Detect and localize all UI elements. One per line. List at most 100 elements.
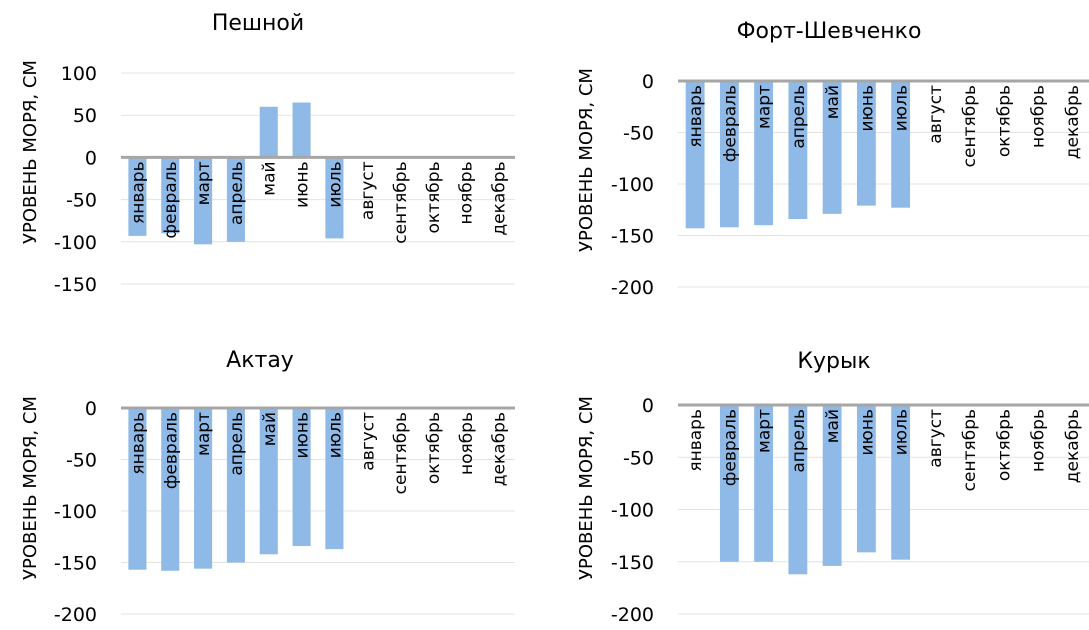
bar	[754, 81, 774, 226]
x-category-label: июнь	[293, 161, 313, 208]
bar	[891, 405, 911, 560]
x-category-label: апрель	[227, 161, 247, 225]
x-category-label: октябрь	[424, 161, 444, 233]
bar	[128, 408, 147, 570]
y-tick-label: -200	[611, 604, 654, 626]
chart-panel: 0 -50 -100 -150 -200 январь февраль март апрель м…	[576, 19, 1089, 299]
chart-title: Пешной	[212, 11, 304, 36]
y-tick-label: -50	[623, 123, 654, 145]
x-category-label: июль	[325, 412, 345, 458]
y-tick-label: 100	[61, 63, 97, 85]
x-category-label: февраль	[720, 85, 740, 162]
x-category-label: июль	[892, 409, 912, 455]
chart-panel: 0 -50 -100 -150 -200 январь февраль март апрель м…	[20, 348, 515, 626]
x-category-label: май	[260, 161, 280, 195]
x-category-label: октябрь	[994, 409, 1014, 481]
bar	[226, 408, 245, 563]
x-category-label: декабрь	[490, 161, 510, 235]
x-category-label: январь	[686, 409, 706, 472]
x-category-label: ноябрь	[457, 161, 477, 224]
bar	[128, 157, 147, 236]
x-category-label: сентябрь	[391, 161, 411, 243]
x-category-label: ноябрь	[1029, 85, 1049, 148]
bar	[226, 157, 245, 242]
bar	[292, 408, 311, 547]
x-category-label: март	[755, 409, 775, 453]
x-category-label: январь	[686, 85, 706, 148]
bar	[259, 106, 278, 158]
y-tick-label: -200	[54, 604, 97, 626]
x-category-label: март	[194, 412, 214, 456]
bar	[161, 408, 180, 571]
x-category-label: сентябрь	[391, 412, 411, 494]
x-category-label: ноябрь	[1029, 409, 1049, 472]
y-tick-label: -50	[66, 190, 97, 212]
bar	[161, 157, 180, 234]
y-tick-label: -50	[623, 447, 654, 469]
x-category-label: февраль	[161, 161, 181, 238]
x-category-label: июль	[325, 161, 345, 207]
bar	[719, 405, 739, 562]
x-category-label: декабрь	[1063, 85, 1083, 159]
x-category-label: апрель	[227, 412, 247, 476]
bar	[292, 102, 311, 158]
x-category-label: май	[823, 85, 843, 119]
x-category-label: октябрь	[994, 85, 1014, 157]
x-category-label: ноябрь	[457, 412, 477, 475]
bar	[325, 408, 344, 550]
y-tick-label: -50	[66, 450, 97, 472]
y-tick-label: -100	[611, 174, 654, 196]
x-category-label: декабрь	[1063, 409, 1083, 483]
y-tick-label: -100	[611, 500, 654, 522]
y-tick-label: -100	[54, 232, 97, 254]
bar	[194, 157, 213, 245]
x-category-label: апрель	[789, 409, 809, 473]
chart-panel: 0 -50 -100 -150 -200 январь февраль март апрель м…	[576, 349, 1089, 626]
x-category-label: апрель	[789, 85, 809, 149]
y-tick-label: -150	[611, 226, 654, 248]
bar	[891, 81, 911, 208]
bar	[856, 81, 876, 206]
x-category-label: июнь	[857, 409, 877, 456]
x-category-label: июнь	[293, 412, 313, 459]
x-category-label: декабрь	[490, 412, 510, 486]
x-category-label: февраль	[720, 409, 740, 486]
x-category-label: август	[358, 161, 378, 220]
bar	[788, 405, 808, 575]
x-category-label: сентябрь	[960, 85, 980, 167]
x-category-label: октябрь	[424, 412, 444, 484]
x-category-label: август	[358, 412, 378, 471]
y-tick-label: 0	[85, 398, 97, 420]
y-tick-label: -200	[611, 277, 654, 299]
x-category-label: март	[755, 85, 775, 129]
x-category-label: январь	[128, 412, 148, 475]
chart-title: Курык	[797, 349, 870, 374]
y-tick-label: -150	[611, 552, 654, 574]
bar	[856, 405, 876, 553]
y-tick-label: -150	[54, 553, 97, 575]
bar	[788, 81, 808, 220]
bar	[719, 81, 739, 228]
y-tick-label: -100	[54, 501, 97, 523]
bar	[822, 405, 842, 566]
y-tick-label: 50	[73, 105, 97, 127]
x-category-label: июль	[892, 85, 912, 131]
x-category-label: май	[823, 409, 843, 443]
y-tick-label: 0	[642, 395, 654, 417]
bar	[822, 81, 842, 214]
chart-title: Актау	[226, 348, 294, 373]
bar	[325, 157, 344, 239]
bar	[754, 405, 774, 562]
x-category-label: январь	[128, 161, 148, 224]
chart-panel: 100 50 0 -50 -100 -150 январь февраль март апрель…	[20, 11, 515, 296]
chart-title: Форт-Шевченко	[737, 19, 922, 44]
x-category-label: август	[926, 409, 946, 468]
bar	[259, 408, 278, 555]
x-category-label: август	[926, 85, 946, 144]
y-tick-label: 0	[85, 147, 97, 169]
x-category-label: май	[260, 412, 280, 446]
y-axis-label: УРОВЕНЬ МОРЯ, СМ	[576, 68, 597, 252]
y-axis-label: УРОВЕНЬ МОРЯ, СМ	[20, 396, 41, 580]
bar	[194, 408, 213, 569]
